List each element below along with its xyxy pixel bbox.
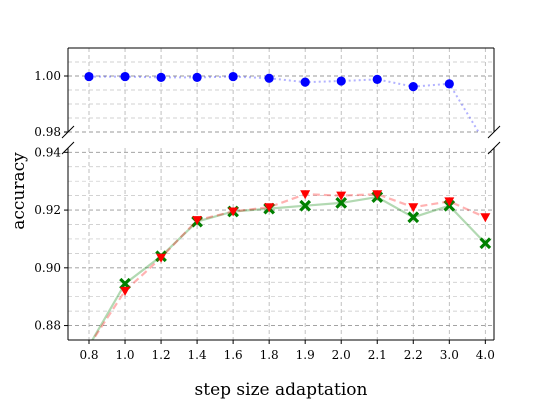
y-axis-label: accuracy [9,152,29,230]
x-tick-label: 1.9 [296,348,315,362]
data-point-triangle [444,197,455,207]
axes-frame [67,148,495,341]
x-tick-label: 2.0 [332,348,351,362]
x-tick-label: 1.4 [188,348,207,362]
y-tick-label: 0.98 [34,125,61,139]
data-point-triangle [156,253,167,263]
data-point-triangle [480,213,491,223]
data-point-x [299,199,312,212]
data-point-circle [264,73,274,83]
data-point-triangle [372,190,383,200]
x-tick-label: 4.0 [476,348,495,362]
x-tick-label: 3.0 [440,348,459,362]
data-point-triangle [264,203,275,213]
grid [68,148,494,341]
data-point-circle [408,82,418,92]
data-point-triangle [192,216,203,226]
y-tick-label: 0.90 [34,261,61,275]
break-mark [487,141,501,155]
data-point-circle [444,79,454,89]
x-tick-label: 1.2 [152,348,171,362]
data-point-circle [481,139,490,148]
top-panel: 0.98 1.00 [34,47,495,148]
bottom-panel: 0.88 0.90 0.92 0.94 0.8 1.0 1.2 1.4 1.6 1.8 1.9 2.0… [34,145,495,362]
data-point-triangle [336,191,347,201]
x-tick-label: 0.8 [79,348,98,362]
data-point-x [335,196,348,209]
x-axis-label: step size adaptation [195,380,368,400]
y-tick-label: 0.92 [34,203,61,217]
series-line [89,75,480,132]
y-tick-label: 0.88 [34,319,61,333]
data-point-circle [300,77,310,87]
data-point-circle [192,72,202,82]
x-tick-label: 2.2 [404,348,423,362]
y-tick-label: 1.00 [34,69,61,83]
axes-frame [67,47,495,132]
data-point-triangle [228,207,239,217]
plot-area [84,71,490,148]
break-mark [487,125,501,139]
grid [68,47,494,133]
data-point-x [407,211,420,224]
x-tick-label: 1.8 [260,348,279,362]
x-tick-label: 1.6 [224,348,243,362]
x-tick-label: 2.1 [368,348,387,362]
data-point-triangle [120,286,131,296]
data-point-circle [120,71,130,82]
axis-break-marks [61,125,501,155]
data-point-circle [372,74,382,84]
data-point-circle [84,71,94,82]
plot-area [85,190,492,340]
series-line [91,193,486,340]
data-point-circle [228,71,238,82]
x-tick-label: 1.0 [115,348,134,362]
y-tick-label: 0.94 [34,145,61,159]
data-point-triangle [408,203,419,213]
data-point-triangle [300,190,311,200]
data-point-x [479,237,492,250]
data-point-circle [156,72,166,82]
break-mark [61,125,75,139]
break-mark [61,141,75,155]
series-line [91,196,487,340]
data-point-x [119,277,131,290]
data-point-circle [336,76,346,86]
